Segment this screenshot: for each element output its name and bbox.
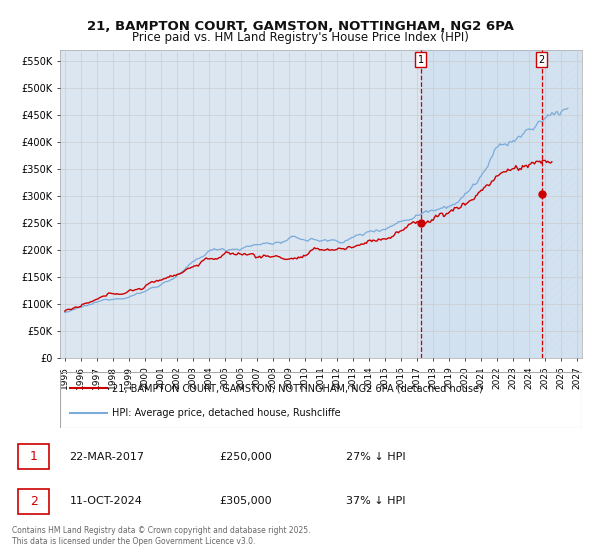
Text: 21, BAMPTON COURT, GAMSTON, NOTTINGHAM, NG2 6PA (detached house): 21, BAMPTON COURT, GAMSTON, NOTTINGHAM, … — [112, 383, 483, 393]
Bar — [542, 50, 585, 358]
Text: HPI: Average price, detached house, Rushcliffe: HPI: Average price, detached house, Rush… — [112, 408, 341, 418]
Text: 21, BAMPTON COURT, GAMSTON, NOTTINGHAM, NG2 6PA: 21, BAMPTON COURT, GAMSTON, NOTTINGHAM, … — [86, 20, 514, 32]
Text: 27% ↓ HPI: 27% ↓ HPI — [346, 451, 406, 461]
Text: 2: 2 — [29, 495, 38, 508]
Text: £250,000: £250,000 — [220, 451, 272, 461]
Text: 1: 1 — [418, 54, 424, 64]
FancyBboxPatch shape — [18, 444, 49, 469]
Text: Contains HM Land Registry data © Crown copyright and database right 2025.
This d: Contains HM Land Registry data © Crown c… — [12, 526, 311, 546]
Text: 1: 1 — [29, 450, 38, 463]
Text: Price paid vs. HM Land Registry's House Price Index (HPI): Price paid vs. HM Land Registry's House … — [131, 31, 469, 44]
Text: 2: 2 — [539, 54, 545, 64]
Text: 11-OCT-2024: 11-OCT-2024 — [70, 496, 142, 506]
FancyBboxPatch shape — [18, 489, 49, 514]
Bar — [421, 50, 542, 358]
Text: 22-MAR-2017: 22-MAR-2017 — [70, 451, 145, 461]
Text: £305,000: £305,000 — [220, 496, 272, 506]
Text: 37% ↓ HPI: 37% ↓ HPI — [346, 496, 406, 506]
